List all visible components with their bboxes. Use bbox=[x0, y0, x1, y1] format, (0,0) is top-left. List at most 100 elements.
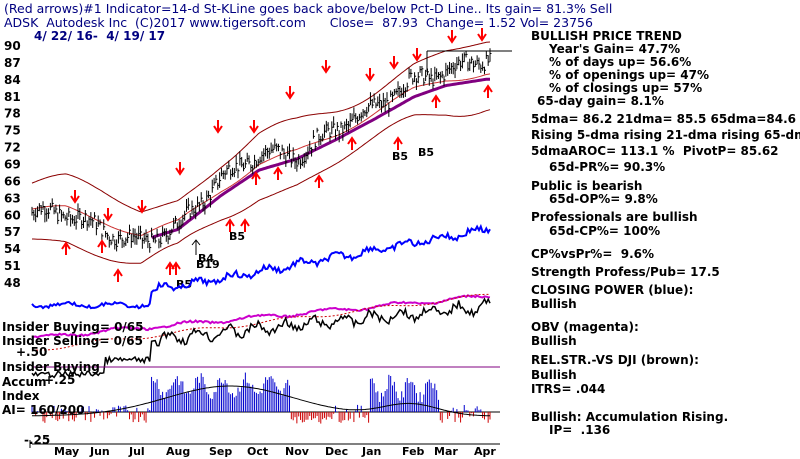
ma65-line bbox=[151, 77, 490, 239]
stat-professionals: Professionals are bullish bbox=[531, 210, 698, 224]
stat-strength: Strength Profess/Pub= 17.5 bbox=[531, 265, 720, 279]
ma21-line bbox=[31, 73, 491, 237]
stat-closings-up: % of closings up= 57% bbox=[549, 81, 703, 95]
relstr-label: REL.STR.-VS DJI (brown): bbox=[531, 353, 699, 367]
signal-label: B5 bbox=[418, 146, 434, 159]
price-tick: 81 bbox=[4, 90, 21, 104]
buy-arrow-head bbox=[113, 268, 123, 277]
buy-arrow-head bbox=[347, 136, 357, 145]
plus50-label: +.50 bbox=[16, 345, 48, 359]
sell-arrow-head bbox=[103, 213, 113, 222]
cp-ma-dotted-line bbox=[32, 293, 490, 351]
ticker-header: ADSK Autodesk Inc (C)2017 www.tigersoft.… bbox=[4, 15, 593, 30]
obv-label: OBV (magenta): bbox=[531, 320, 639, 334]
signal-label: B5 bbox=[392, 150, 408, 163]
price-tick: 87 bbox=[4, 56, 21, 70]
sell-arrow-head bbox=[249, 125, 259, 134]
month-tick: Apr bbox=[474, 445, 496, 458]
stat-openings-up: % of openings up= 47% bbox=[549, 68, 710, 82]
price-tick: 90 bbox=[4, 39, 21, 53]
insider-buying-count: Insider Buying= 0/65 bbox=[2, 320, 144, 334]
month-tick: Mar bbox=[434, 445, 458, 458]
closing-power-label: CLOSING POWER (blue): bbox=[531, 283, 694, 297]
stat-65day-gain: 65-day gain= 8.1% bbox=[537, 94, 664, 108]
itrs-value: ITRS= .044 bbox=[531, 382, 606, 396]
stat-public: Public is bearish bbox=[531, 179, 643, 193]
stat-65d-cp: 65d-CP%= 100% bbox=[549, 224, 661, 238]
insider-selling-count: Insider Selling= 0/65 bbox=[2, 334, 144, 348]
buy-arrow-head bbox=[314, 174, 324, 183]
stats-title: BULLISH PRICE TREND bbox=[531, 29, 682, 43]
stat-years-gain: Year's Gain= 47.7% bbox=[549, 42, 681, 56]
price-tick: 66 bbox=[4, 174, 21, 188]
price-tick: 72 bbox=[4, 141, 21, 155]
signal-label: B4 bbox=[198, 252, 214, 265]
buy-arrow-head bbox=[483, 84, 493, 93]
month-tick: Jan bbox=[361, 445, 381, 458]
accumulation-status: Bullish: Accumulation Rising. bbox=[531, 410, 729, 424]
signal-label: B19 bbox=[196, 258, 220, 271]
price-tick: 48 bbox=[4, 276, 21, 290]
closing-power-line bbox=[31, 223, 491, 310]
signal-label: B5 bbox=[229, 230, 245, 243]
date-range: 4/ 22/ 16- 4/ 19/ 17 bbox=[34, 29, 166, 43]
obv-value: Bullish bbox=[531, 334, 577, 348]
upper-band-line bbox=[31, 41, 491, 213]
plus25-label: +.25 bbox=[44, 373, 76, 387]
month-tick: Jul bbox=[128, 445, 145, 458]
rel-strength-line bbox=[31, 297, 491, 379]
stat-dma: 5dma= 86.2 21dma= 85.5 65dma=84.6 bbox=[531, 112, 797, 126]
insider-buying-label: Insider Buying bbox=[2, 360, 100, 374]
price-tick: 84 bbox=[4, 73, 21, 87]
closing-power-value: Bullish bbox=[531, 297, 577, 311]
stat-cp-vs-pr: CP%vsPr%= 9.6% bbox=[531, 247, 655, 261]
sell-arrow-head bbox=[365, 73, 375, 82]
sell-arrow-head bbox=[213, 125, 223, 134]
price-tick: 75 bbox=[4, 124, 21, 138]
buy-arrow-head bbox=[61, 241, 71, 250]
minus25-label: -.25 bbox=[24, 433, 51, 447]
ai-label: AI= 160/200 bbox=[2, 403, 85, 417]
accum-label: Accum bbox=[2, 375, 47, 389]
ip-value: IP= .136 bbox=[549, 423, 611, 437]
lower-band-line bbox=[32, 109, 491, 264]
sell-arrow-head bbox=[321, 65, 331, 74]
sell-arrow-head bbox=[285, 91, 295, 100]
buy-arrow-head bbox=[171, 261, 181, 270]
price-tick: 51 bbox=[4, 259, 21, 273]
buy-arrow-head bbox=[240, 218, 250, 227]
stat-days-up: % of days up= 56.6% bbox=[549, 55, 692, 69]
obv-line bbox=[31, 294, 491, 339]
month-tick: Sep bbox=[209, 445, 232, 458]
relstr-value: Bullish bbox=[531, 368, 577, 382]
sell-arrow-head bbox=[477, 33, 487, 42]
sell-arrow-head bbox=[137, 205, 147, 214]
month-tick: May bbox=[54, 445, 79, 458]
accum-ma-line bbox=[31, 385, 491, 417]
month-tick: Nov bbox=[285, 445, 310, 458]
stat-aroc: 5dmaAROC= 113.1 % PivotP= 85.62 bbox=[531, 144, 779, 158]
stat-65d-pr: 65d-PR%= 90.3% bbox=[549, 160, 666, 174]
sell-arrow-head bbox=[412, 53, 422, 62]
signal-arrow bbox=[191, 239, 201, 255]
sell-arrow-head bbox=[175, 167, 185, 176]
sell-arrow-head bbox=[70, 195, 80, 204]
stat-65d-op: 65d-OP%= 9.8% bbox=[549, 192, 658, 206]
sell-arrow-head bbox=[389, 61, 399, 70]
price-tick: 63 bbox=[4, 191, 21, 205]
index-label: Index bbox=[2, 389, 40, 403]
buy-arrow-head bbox=[273, 166, 283, 175]
price-tick: 78 bbox=[4, 107, 21, 121]
month-tick: Jun bbox=[89, 445, 110, 458]
buy-arrow-head bbox=[97, 239, 107, 248]
price-tick: 54 bbox=[4, 242, 21, 256]
month-tick: Feb bbox=[402, 445, 425, 458]
indicator-header: (Red arrows)#1 Indicator=14-d St-KLine g… bbox=[4, 1, 613, 16]
buy-arrow-head bbox=[251, 171, 261, 180]
sell-arrow-head bbox=[447, 35, 457, 44]
month-tick: Aug bbox=[166, 445, 190, 458]
buy-arrow-head bbox=[431, 94, 441, 103]
price-tick: 60 bbox=[4, 208, 21, 222]
buy-arrow-head bbox=[225, 218, 235, 227]
